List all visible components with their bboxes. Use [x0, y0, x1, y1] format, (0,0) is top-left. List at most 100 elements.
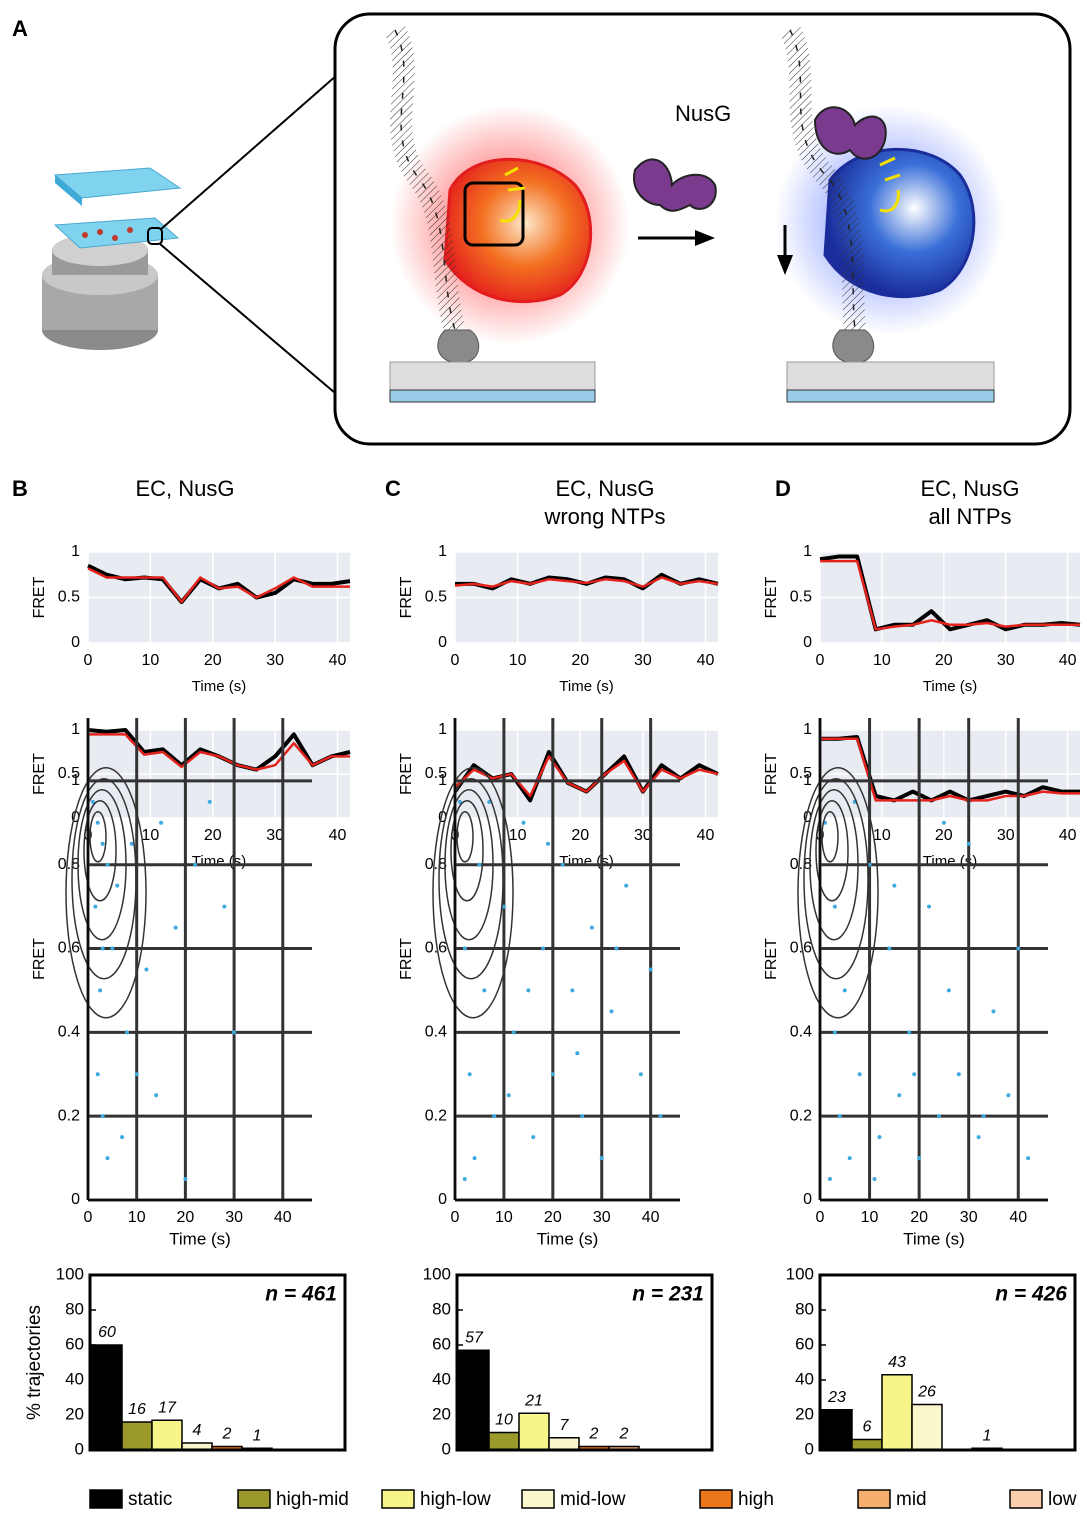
panel-title: EC, NusG: [920, 476, 1019, 501]
y-tick-label: 0: [442, 1439, 451, 1458]
y-axis-title: FRET: [31, 753, 48, 795]
scatter-point: [907, 1030, 912, 1035]
y-tick-label: 0: [803, 634, 812, 651]
contour: [83, 800, 117, 902]
y-tick-label: 1: [803, 772, 812, 789]
x-tick-label: 40: [1009, 1209, 1027, 1226]
scatter-point: [842, 988, 847, 993]
scatter-point: [927, 904, 932, 909]
scatter-point: [658, 1114, 663, 1119]
contour: [77, 789, 127, 941]
contour: [71, 778, 137, 980]
y-tick-label: 40: [432, 1369, 451, 1388]
protein-label: NusG: [675, 101, 731, 126]
y-tick-label: 60: [795, 1334, 814, 1353]
y-tick-label: 0: [803, 1191, 812, 1208]
scatter-point: [872, 1177, 877, 1182]
legend-label: mid: [896, 1489, 927, 1510]
scatter-point: [575, 1051, 580, 1056]
x-tick-label: 20: [910, 1209, 928, 1226]
scatter-point: [93, 904, 98, 909]
scatter-point: [638, 1072, 643, 1077]
value-label: 10: [495, 1412, 513, 1429]
y-tick-label: 0.4: [425, 1024, 447, 1041]
x-tick-label: 30: [266, 652, 284, 669]
x-axis-title: Time (s): [192, 678, 246, 695]
x-tick-label: 0: [84, 652, 93, 669]
trace-line: [87, 567, 350, 604]
value-label: 57: [465, 1329, 484, 1346]
scatter-point: [501, 904, 506, 909]
scatter-point: [912, 1072, 917, 1077]
scatter-point: [589, 925, 594, 930]
value-label: 26: [917, 1384, 936, 1401]
bar: [851, 1438, 883, 1451]
scatter-point: [154, 1093, 159, 1098]
scatter-point: [1016, 946, 1021, 951]
scatter-point: [511, 1030, 516, 1035]
scatter-point: [867, 862, 872, 867]
scatter-point: [110, 946, 115, 951]
scatter-point: [887, 946, 892, 951]
scatter-point: [609, 1009, 614, 1014]
scatter-point: [570, 988, 575, 993]
panel-label: D: [775, 476, 791, 501]
legend-swatch: [1009, 1489, 1043, 1509]
contour: [450, 800, 484, 902]
y-tick-label: 0.5: [58, 589, 80, 606]
y-tick-label: 0.8: [790, 856, 812, 873]
scatter-point: [467, 1072, 472, 1077]
value-label: 7: [560, 1417, 570, 1434]
y-tick-label: 0.6: [58, 940, 80, 957]
scatter-point: [526, 988, 531, 993]
contour: [65, 767, 147, 1019]
y-tick-label: 0: [71, 809, 80, 826]
scatter-point: [193, 862, 198, 867]
complex-before: [384, 25, 630, 403]
scatter-point: [183, 1177, 188, 1182]
scatter-point: [124, 1030, 129, 1035]
trace-line: [454, 576, 719, 588]
x-tick-label: 40: [274, 1209, 292, 1226]
x-tick-label: 10: [861, 1209, 879, 1226]
legend-label: high: [738, 1489, 774, 1510]
annotation: n = 461: [265, 1283, 337, 1306]
x-tick-label: 0: [816, 652, 825, 669]
value-label: 1: [253, 1427, 262, 1444]
x-tick-label: 40: [642, 1209, 660, 1226]
value-label: 2: [589, 1426, 599, 1443]
legend-swatch: [857, 1489, 891, 1509]
contour: [803, 778, 869, 980]
scatter-point: [941, 820, 946, 825]
scatter-point: [956, 1072, 961, 1077]
legend-swatch: [381, 1489, 415, 1509]
y-tick-label: 0: [71, 634, 80, 651]
value-label: 17: [158, 1399, 177, 1416]
trace-line: [88, 733, 350, 771]
y-tick-label: 0.5: [58, 765, 80, 782]
bar: [488, 1431, 520, 1451]
scatter-point: [482, 988, 487, 993]
x-axis-title: Time (s): [537, 1229, 599, 1248]
x-tick-label: 30: [634, 652, 652, 669]
legend-label: high-low: [420, 1489, 491, 1510]
scatter-point: [981, 1114, 986, 1119]
y-tick-label: 0.8: [58, 856, 80, 873]
y-tick-label: 1: [71, 543, 80, 560]
y-tick-label: 0: [438, 1191, 447, 1208]
x-tick-label: 30: [593, 1209, 611, 1226]
x-tick-label: 30: [997, 652, 1015, 669]
x-tick-label: 30: [997, 827, 1015, 844]
y-axis-title: FRET: [398, 576, 415, 618]
scatter-point: [232, 1030, 237, 1035]
microscope: [42, 74, 356, 411]
y-tick-label: 0.6: [790, 940, 812, 957]
contour: [432, 767, 514, 1019]
scatter-point: [100, 841, 105, 846]
scatter-point: [472, 1156, 477, 1161]
scatter-point: [946, 988, 951, 993]
x-tick-label: 20: [935, 827, 953, 844]
y-tick-label: 0: [438, 809, 447, 826]
contour: [809, 789, 859, 941]
contour: [815, 800, 849, 902]
